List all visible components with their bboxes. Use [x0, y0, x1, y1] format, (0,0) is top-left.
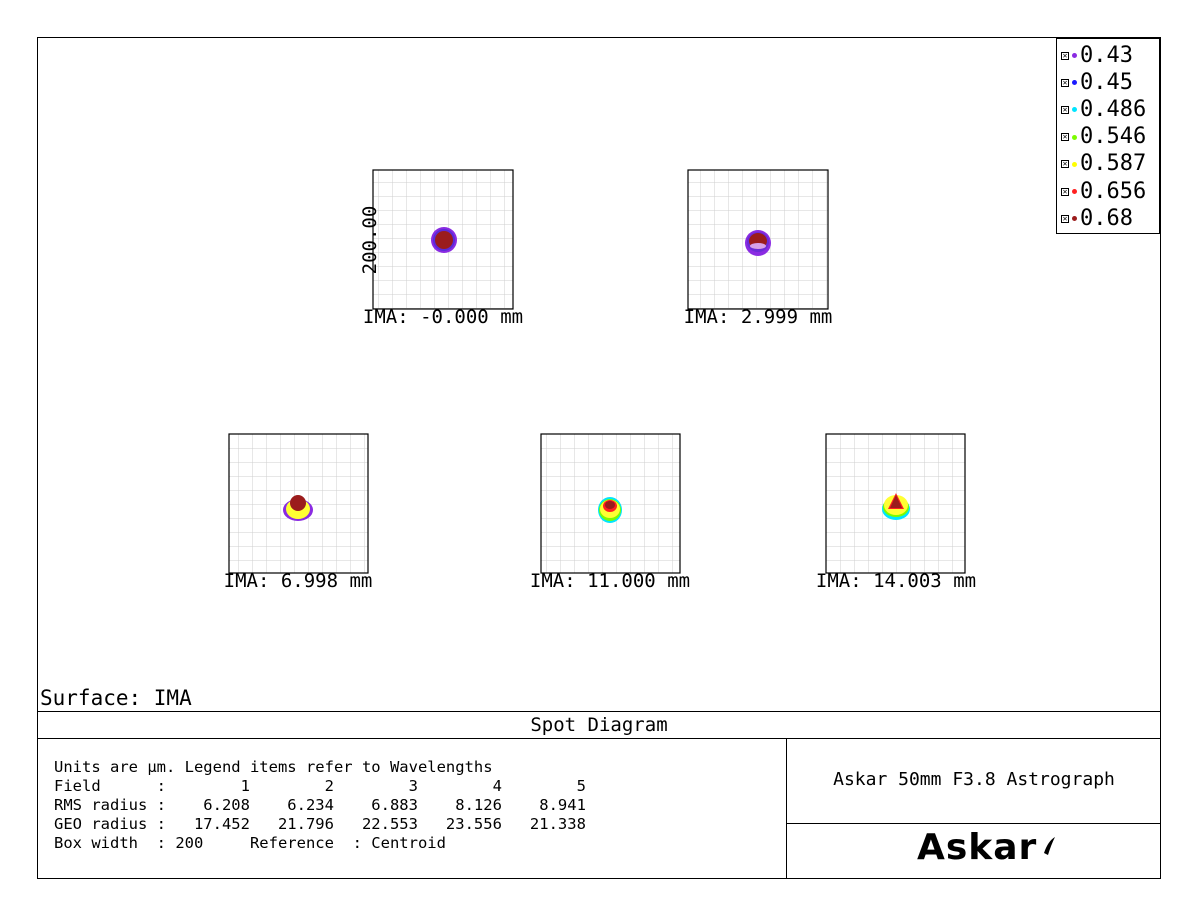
legend-dot-icon: [1072, 189, 1077, 195]
legend-dot-icon: [1072, 53, 1077, 59]
legend-dot-icon: [1072, 107, 1077, 113]
brand-logo: Askar: [917, 827, 1038, 868]
spot-plot-field-3: IMA: 6.998 mm: [224, 433, 373, 592]
legend-label: 0.486: [1080, 96, 1147, 122]
legend-label: 0.43: [1080, 42, 1133, 68]
title-block: Askar 50mm F3.8 Astrograph Askar: [786, 739, 1161, 878]
legend-item-0.546[interactable]: ✕ 0.546: [1057, 124, 1159, 151]
spot-0.486: [750, 243, 766, 249]
spot-0.68: [435, 231, 453, 249]
ima-label-1: IMA: -0.000 mm: [363, 306, 523, 328]
legend-dot-icon: [1072, 134, 1077, 140]
units-line: Units are µm. Legend items refer to Wave…: [54, 758, 493, 776]
diagram-frame: [37, 37, 1161, 879]
system-name: Askar 50mm F3.8 Astrograph: [787, 739, 1161, 824]
spot-plot-field-5: IMA: 14.003 mm: [816, 433, 976, 592]
legend-checkbox-icon[interactable]: ✕: [1061, 132, 1069, 142]
spot-plot-field-2: IMA: 2.999 mm: [684, 169, 833, 328]
legend-checkbox-icon[interactable]: ✕: [1061, 186, 1069, 196]
spot-plot-field-4: IMA: 11.000 mm: [530, 433, 690, 592]
legend-item-0.587[interactable]: ✕ 0.587: [1057, 151, 1159, 178]
legend-checkbox-icon[interactable]: ✕: [1061, 159, 1069, 169]
legend-item-0.68[interactable]: ✕ 0.68: [1057, 205, 1159, 232]
legend-label: 0.587: [1080, 151, 1147, 177]
surface-label: Surface: IMA: [40, 686, 192, 710]
spot-0.68: [605, 501, 615, 509]
spot-0.68: [290, 495, 306, 511]
scale-label: 200.00: [359, 206, 381, 275]
legend-dot-icon: [1072, 80, 1077, 86]
legend-checkbox-icon[interactable]: ✕: [1061, 77, 1069, 87]
diagram-title: Spot Diagram: [38, 711, 1160, 739]
legend-label: 0.546: [1080, 124, 1147, 150]
ima-label-4: IMA: 11.000 mm: [530, 570, 690, 592]
legend-label: 0.656: [1080, 178, 1147, 204]
logo-star-icon: [1044, 837, 1055, 855]
ima-label-2: IMA: 2.999 mm: [684, 306, 833, 328]
legend-checkbox-icon[interactable]: ✕: [1061, 104, 1069, 114]
legend-item-0.45[interactable]: ✕ 0.45: [1057, 69, 1159, 96]
legend-item-0.486[interactable]: ✕ 0.486: [1057, 96, 1159, 123]
legend-item-0.656[interactable]: ✕ 0.656: [1057, 178, 1159, 205]
spot-plot-field-1: IMA: -0.000 mm 200.00: [359, 169, 523, 328]
info-block: Units are µm. Legend items refer to Wave…: [54, 758, 586, 853]
legend-label: 0.45: [1080, 69, 1133, 95]
legend-dot-icon: [1072, 161, 1077, 167]
ima-label-5: IMA: 14.003 mm: [816, 570, 976, 592]
spot-0.68: [890, 495, 902, 508]
ima-label-3: IMA: 6.998 mm: [224, 570, 373, 592]
box-width-row: Box width : 200 Reference : Centroid: [54, 834, 446, 852]
legend-label: 0.68: [1080, 205, 1133, 231]
field-row: Field : 1 2 3 4 5: [54, 777, 586, 795]
legend-dot-icon: [1072, 216, 1077, 222]
geo-radius-row: GEO radius : 17.452 21.796 22.553 23.556…: [54, 815, 586, 833]
legend-checkbox-icon[interactable]: ✕: [1061, 50, 1069, 60]
legend-item-0.43[interactable]: ✕ 0.43: [1057, 42, 1159, 69]
legend-checkbox-icon[interactable]: ✕: [1061, 213, 1069, 223]
rms-radius-row: RMS radius : 6.208 6.234 6.883 8.126 8.9…: [54, 796, 586, 814]
wavelength-legend: ✕ 0.43 ✕ 0.45 ✕ 0.486 ✕ 0.546 ✕ 0.587 ✕ …: [1056, 38, 1160, 234]
